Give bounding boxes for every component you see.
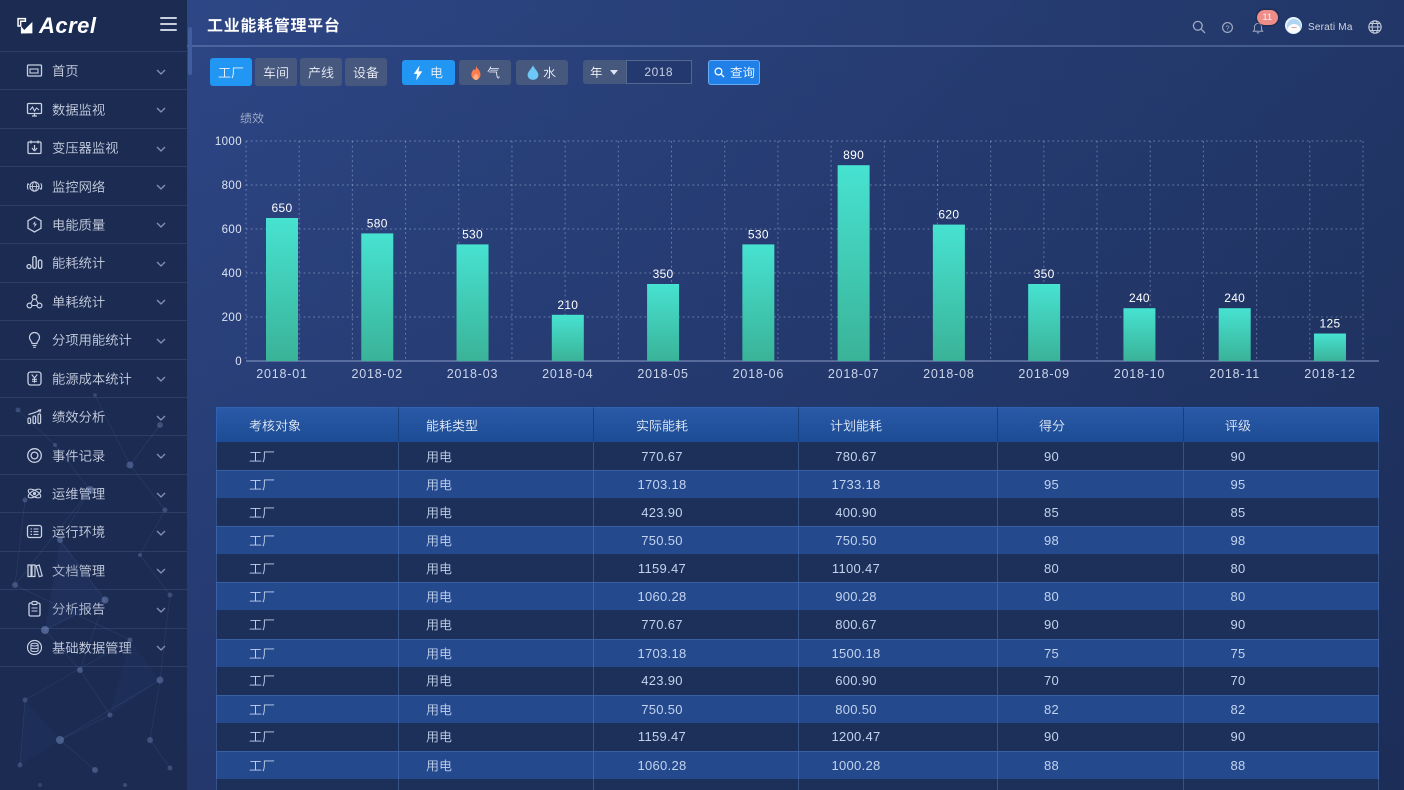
svg-text:400: 400 (222, 268, 242, 280)
svg-text:240: 240 (1129, 291, 1150, 305)
svg-text:125: 125 (1320, 317, 1341, 331)
svg-text:?: ? (1225, 23, 1229, 32)
svg-text:890: 890 (843, 148, 864, 162)
svg-text:2018-07: 2018-07 (828, 367, 879, 381)
svg-text:350: 350 (653, 267, 674, 281)
svg-text:210: 210 (557, 298, 578, 312)
svg-text:200: 200 (222, 312, 242, 324)
svg-text:2018-09: 2018-09 (1018, 367, 1069, 381)
svg-text:530: 530 (748, 227, 769, 241)
svg-text:2018-01: 2018-01 (256, 367, 307, 381)
svg-text:2018-08: 2018-08 (923, 367, 974, 381)
svg-text:240: 240 (1224, 291, 1245, 305)
svg-text:2018-06: 2018-06 (733, 367, 784, 381)
svg-text:2018-02: 2018-02 (352, 367, 403, 381)
svg-text:800: 800 (222, 180, 242, 192)
svg-text:2018-05: 2018-05 (637, 367, 688, 381)
svg-text:2018-03: 2018-03 (447, 367, 498, 381)
svg-text:2018-04: 2018-04 (542, 367, 593, 381)
svg-text:600: 600 (222, 224, 242, 236)
svg-text:530: 530 (462, 227, 483, 241)
svg-text:1000: 1000 (215, 136, 242, 148)
svg-text:0: 0 (235, 356, 242, 368)
svg-text:2018-11: 2018-11 (1209, 367, 1260, 381)
svg-text:2018-10: 2018-10 (1114, 367, 1165, 381)
svg-text:580: 580 (367, 216, 388, 230)
svg-text:2018-12: 2018-12 (1304, 367, 1355, 381)
svg-text:620: 620 (938, 208, 959, 222)
svg-text:650: 650 (272, 201, 293, 215)
svg-text:350: 350 (1034, 267, 1055, 281)
